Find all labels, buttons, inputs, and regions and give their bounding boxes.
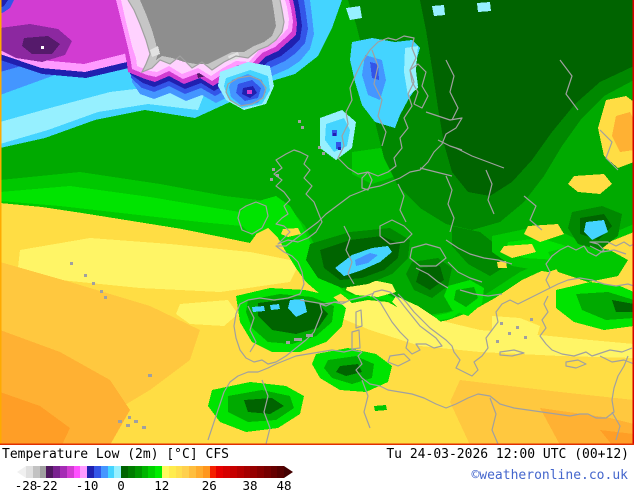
credit-watermark: ©weatheronline.co.uk <box>471 468 628 483</box>
island-dots <box>70 120 533 429</box>
map-area <box>0 0 634 445</box>
forecast-datetime: Tu 24-03-2026 12:00 UTC (00+12) <box>386 447 629 462</box>
coastlines <box>70 35 634 445</box>
map-title: Temperature Low (2m) [°C] CFS <box>2 447 229 462</box>
color-scale: -28 -22 -10 0 12 26 38 48 <box>0 466 634 490</box>
color-scale-segments <box>26 466 285 478</box>
iberia-cold-core <box>236 288 346 352</box>
map-frame <box>0 0 634 445</box>
atlas-cold-core <box>208 382 304 432</box>
scandinavia-cold-pocket <box>320 38 420 160</box>
color-scale-ticks: -28 -22 -10 0 12 26 38 48 <box>14 478 292 490</box>
legend-strip: Temperature Low (2m) [°C] CFS Tu 24-03-2… <box>0 445 634 490</box>
greece-cold-core <box>444 280 484 316</box>
green-field-layer <box>0 0 634 324</box>
anatolia-cold-core <box>556 282 634 330</box>
temperature-map <box>0 0 634 445</box>
color-scale-arrow-right <box>284 466 293 478</box>
iceland <box>218 62 274 110</box>
alps-cold-pocket <box>306 228 410 288</box>
color-scale-arrow-left <box>17 466 26 478</box>
caucasus-cold-pocket <box>568 206 622 250</box>
